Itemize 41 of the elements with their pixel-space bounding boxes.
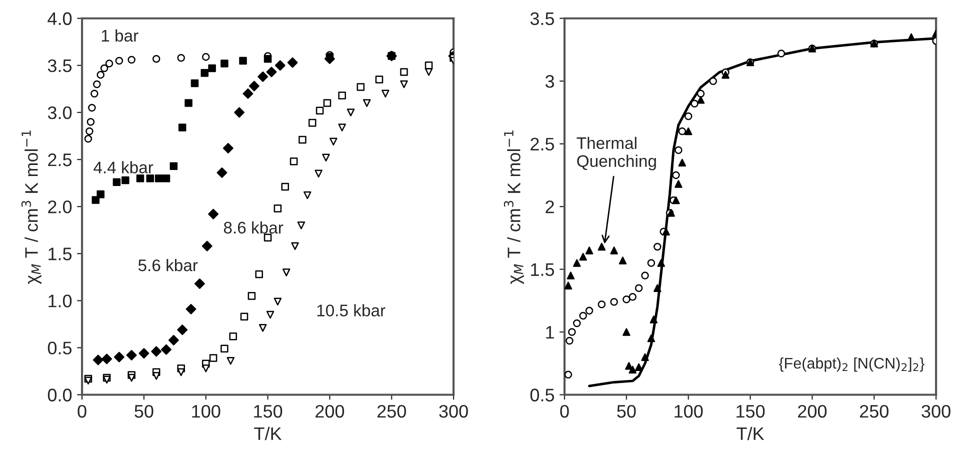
x-tick-label: 0 — [560, 404, 569, 418]
annotation: 5.6 kbar — [138, 259, 198, 272]
y-tick-label: 4.0 — [48, 12, 72, 26]
x-tick-label: 100 — [192, 404, 220, 418]
x-tick-label: 150 — [736, 404, 765, 418]
x-tick-label: 50 — [134, 404, 154, 418]
annotation: 1 bar — [102, 29, 138, 42]
y-tick-label: 3.5 — [530, 12, 554, 26]
x-tick-label: 100 — [674, 404, 703, 418]
x-tick-label: 300 — [439, 404, 468, 418]
x-tick-label: 250 — [860, 404, 888, 418]
annotation: 10.5 kbar — [317, 304, 386, 316]
y-tick-label: 1.5 — [531, 263, 554, 276]
x-tick-label: 200 — [798, 404, 827, 418]
y-tick-label: 3.0 — [48, 106, 72, 120]
y-tick-label: 1 — [546, 326, 554, 339]
y-tick-label: 2 — [546, 200, 554, 214]
y-axis-title: χ$_{M}$ T / cm$^{3}$ K mol$^{−1}$ — [504, 130, 524, 284]
y-tick-label: 0.5 — [48, 342, 72, 354]
annotation: {Fe(abpt)$_{2}$ [N(CN)$_{2}$]$_{2}$} — [778, 357, 924, 372]
x-tick-label: 200 — [316, 404, 344, 418]
y-tick-label: 2.0 — [48, 200, 72, 214]
x-axis-title: T/K — [736, 426, 764, 440]
annotation: Thermal Quenching — [576, 136, 656, 170]
y-tick-label: 0.5 — [530, 388, 554, 402]
y-tick-label: 3.5 — [48, 59, 72, 72]
y-tick-label: 2.5 — [530, 138, 554, 151]
y-axis-title: χ$_{M}$ T / cm$^{3}$ K mol$^{−1}$ — [21, 130, 42, 284]
y-tick-label: 1.0 — [48, 294, 72, 308]
y-tick-label: 3 — [545, 75, 554, 88]
x-tick-label: 50 — [617, 404, 636, 418]
annotation: 8.6 kbar — [224, 221, 284, 234]
y-tick-label: 2.5 — [48, 153, 72, 166]
y-tick-label: 1.5 — [48, 248, 72, 260]
x-axis-title: T/K — [254, 426, 282, 440]
x-tick-label: 150 — [254, 404, 282, 418]
x-tick-label: 250 — [377, 404, 406, 418]
x-tick-label: 0 — [78, 404, 86, 418]
y-tick-label: 0.0 — [48, 388, 72, 402]
annotation: 4.4 kbar — [94, 161, 154, 174]
x-tick-label: 300 — [922, 404, 950, 418]
